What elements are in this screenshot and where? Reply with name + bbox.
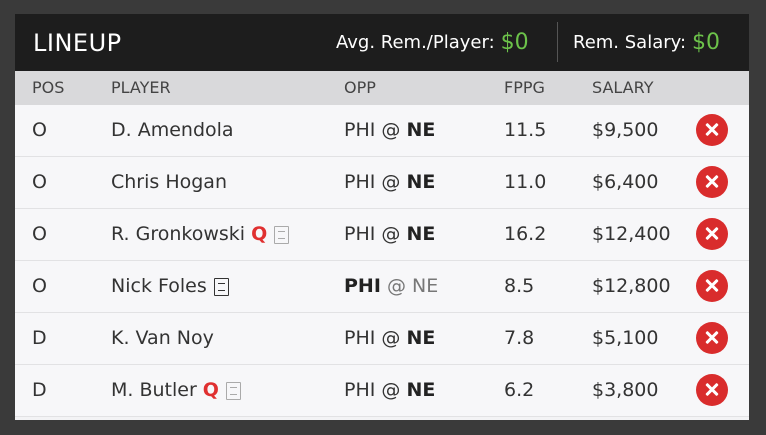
at-sign: @ (375, 119, 407, 141)
home-team: NE (406, 171, 436, 193)
lineup-row: O R. Gronkowski Q PHI @ NE 16.2 $12,400 (15, 209, 749, 261)
player-fppg: 6.2 (504, 379, 535, 401)
at-sign: @ (375, 171, 407, 193)
lineup-row: O Nick Foles PHI @ NE 8.5 $12,800 (15, 261, 749, 313)
player-cell: Chris Hogan (111, 157, 227, 208)
matchup: PHI @ NE (344, 209, 435, 260)
matchup: PHI @ NE (344, 313, 435, 364)
player-cell: Nick Foles (111, 261, 229, 312)
player-fppg: 8.5 (504, 275, 535, 297)
player-position: O (32, 275, 47, 297)
player-name[interactable]: Nick Foles (111, 275, 207, 297)
player-salary: $6,400 (592, 171, 659, 193)
lineup-row: D M. Butler Q PHI @ NE 6.2 $3,800 (15, 365, 749, 417)
home-team: NE (406, 223, 436, 245)
player-fppg: 11.0 (504, 171, 547, 193)
player-name[interactable]: K. Van Noy (111, 327, 214, 349)
remove-player-icon[interactable] (696, 166, 728, 198)
player-note-icon[interactable] (213, 277, 229, 296)
home-team: NE (412, 275, 439, 297)
player-salary: $9,500 (592, 119, 659, 141)
at-sign: @ (375, 327, 407, 349)
away-team: PHI (344, 379, 376, 401)
header-divider (557, 22, 558, 62)
player-salary: $5,100 (592, 327, 659, 349)
remaining-salary: Rem. Salary: $0 (573, 14, 720, 71)
player-position: O (32, 223, 47, 245)
matchup: PHI @ NE (344, 157, 435, 208)
remove-player-icon[interactable] (696, 270, 728, 302)
player-name[interactable]: R. Gronkowski (111, 223, 246, 245)
away-team: PHI (344, 119, 376, 141)
lineup-rows: O D. Amendola PHI @ NE 11.5 $9,500 O Chr… (15, 105, 749, 417)
questionable-badge: Q (202, 379, 219, 401)
home-team: NE (406, 327, 436, 349)
player-position: O (32, 119, 47, 141)
home-team: NE (406, 119, 436, 141)
home-team: NE (406, 379, 436, 401)
player-salary: $3,800 (592, 379, 659, 401)
at-sign: @ (375, 379, 407, 401)
player-cell: M. Butler Q (111, 365, 241, 416)
player-salary: $12,800 (592, 275, 671, 297)
avg-remaining-label: Avg. Rem./Player: (336, 32, 495, 53)
column-header-fppg[interactable]: FPPG (504, 78, 545, 97)
matchup: PHI @ NE (344, 105, 435, 156)
remaining-salary-value: $0 (692, 30, 721, 55)
lineup-row: O D. Amendola PHI @ NE 11.5 $9,500 (15, 105, 749, 157)
questionable-badge: Q (251, 223, 268, 245)
lineup-row: D K. Van Noy PHI @ NE 7.8 $5,100 (15, 313, 749, 365)
column-header-opp[interactable]: OPP (344, 78, 376, 97)
avg-remaining-value: $0 (500, 30, 529, 55)
matchup: PHI @ NE (344, 365, 435, 416)
player-cell: R. Gronkowski Q (111, 209, 290, 260)
column-header-pos[interactable]: POS (32, 78, 65, 97)
remove-player-icon[interactable] (696, 322, 728, 354)
player-note-icon[interactable] (225, 381, 241, 400)
player-position: D (32, 327, 47, 349)
at-sign: @ (380, 275, 412, 297)
lineup-row: O Chris Hogan PHI @ NE 11.0 $6,400 (15, 157, 749, 209)
away-team: PHI (344, 223, 376, 245)
player-position: D (32, 379, 47, 401)
matchup: PHI @ NE (344, 261, 438, 312)
remove-player-icon[interactable] (696, 374, 728, 406)
player-cell: D. Amendola (111, 105, 234, 156)
lineup-panel: LINEUP Avg. Rem./Player: $0 Rem. Salary:… (15, 14, 749, 420)
player-position: O (32, 171, 47, 193)
avg-remaining-per-player: Avg. Rem./Player: $0 (336, 14, 529, 71)
player-name[interactable]: Chris Hogan (111, 171, 227, 193)
column-header-player[interactable]: PLAYER (111, 78, 171, 97)
column-header-salary[interactable]: SALARY (592, 78, 654, 97)
player-salary: $12,400 (592, 223, 671, 245)
remove-player-icon[interactable] (696, 114, 728, 146)
player-name[interactable]: D. Amendola (111, 119, 234, 141)
player-fppg: 16.2 (504, 223, 547, 245)
remaining-salary-label: Rem. Salary: (573, 32, 687, 53)
player-note-icon[interactable] (274, 225, 290, 244)
column-header-row: POS PLAYER OPP FPPG SALARY (15, 71, 749, 105)
away-team: PHI (344, 275, 381, 297)
remove-player-icon[interactable] (696, 218, 728, 250)
player-cell: K. Van Noy (111, 313, 214, 364)
away-team: PHI (344, 171, 376, 193)
at-sign: @ (375, 223, 407, 245)
player-fppg: 11.5 (504, 119, 547, 141)
lineup-title: LINEUP (33, 28, 122, 57)
player-name[interactable]: M. Butler (111, 379, 197, 401)
lineup-header: LINEUP Avg. Rem./Player: $0 Rem. Salary:… (15, 14, 749, 71)
player-fppg: 7.8 (504, 327, 535, 349)
away-team: PHI (344, 327, 376, 349)
